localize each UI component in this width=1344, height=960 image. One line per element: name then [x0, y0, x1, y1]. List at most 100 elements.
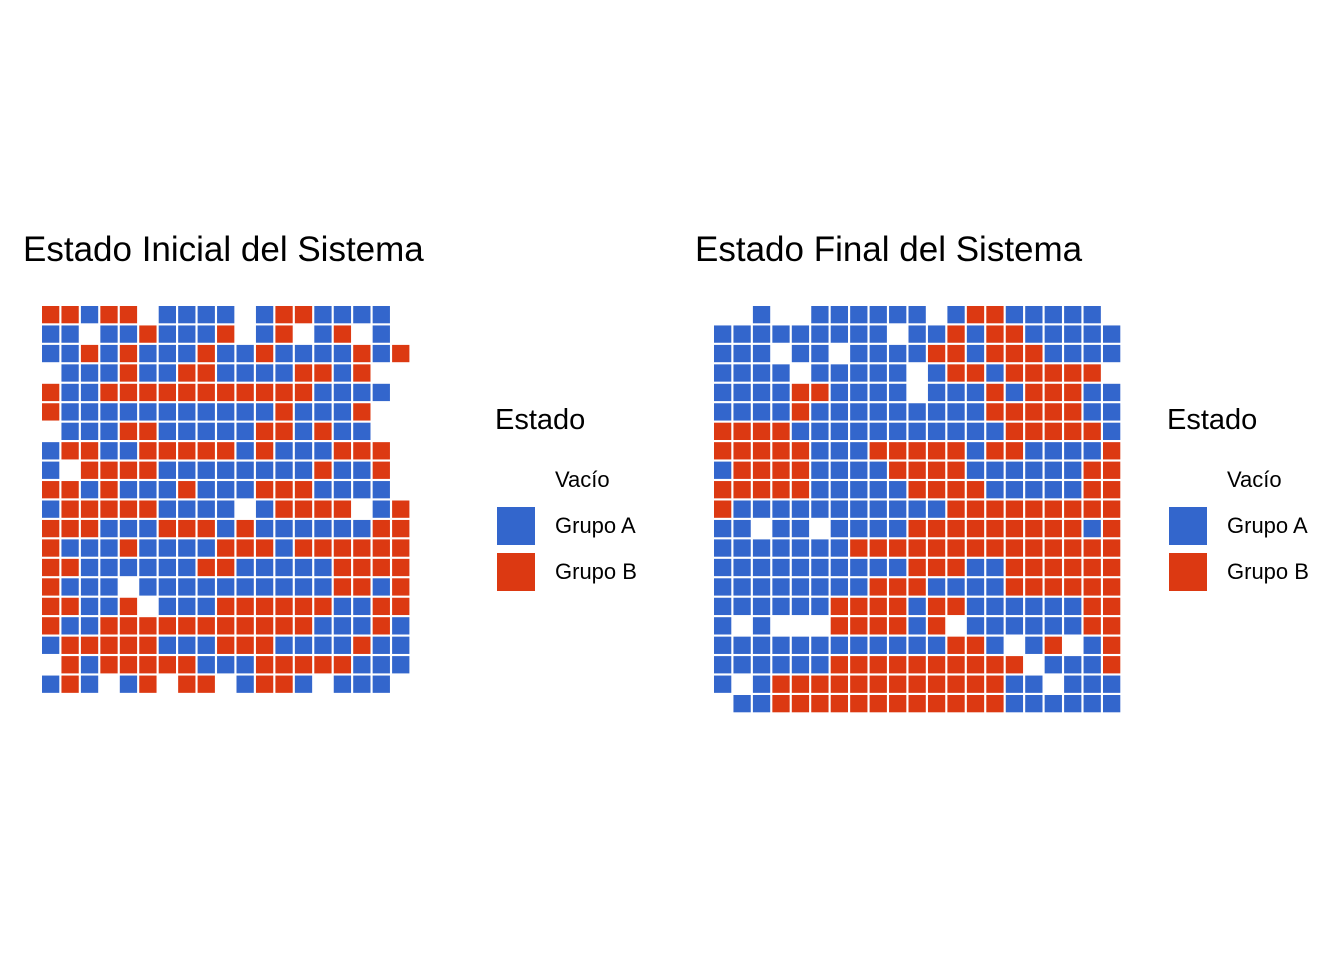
- cell-group-a: [178, 403, 196, 421]
- cell-group-a: [1103, 325, 1121, 343]
- cell-group-a: [197, 461, 215, 479]
- cell-group-a: [139, 578, 157, 596]
- cell-group-b: [1083, 422, 1101, 440]
- cell-group-a: [733, 636, 751, 654]
- cell-group-a: [869, 461, 887, 479]
- cell-group-a: [1025, 481, 1043, 499]
- cell-group-a: [791, 422, 810, 440]
- cell-group-a: [830, 500, 848, 518]
- cell-group-b: [889, 656, 907, 674]
- cell-group-a: [275, 344, 293, 363]
- cell-group-a: [1005, 597, 1024, 616]
- cell-group-a: [966, 578, 985, 596]
- cell-group-a: [966, 597, 985, 616]
- cell-group-b: [850, 617, 868, 635]
- cell-group-a: [139, 344, 157, 363]
- cell-group-a: [61, 364, 79, 382]
- cell-group-a: [1103, 403, 1121, 421]
- cell-group-a: [275, 519, 293, 538]
- cell-group-a: [372, 500, 390, 518]
- cell-group-b: [1083, 558, 1101, 577]
- cell-group-b: [772, 675, 790, 693]
- cell-group-b: [947, 344, 965, 363]
- cell-group-a: [333, 519, 352, 538]
- cell-group-b: [392, 344, 410, 363]
- legend-item-empty: Vacío: [1167, 457, 1282, 503]
- cell-group-b: [139, 422, 157, 440]
- cell-group-a: [1064, 695, 1082, 713]
- cell-group-b: [1103, 461, 1121, 479]
- cell-group-a: [830, 306, 848, 324]
- cell-group-a: [314, 481, 332, 499]
- cell-group-a: [752, 344, 771, 363]
- cell-group-a: [80, 558, 99, 577]
- cell-group-b: [714, 481, 732, 499]
- cell-group-a: [927, 500, 946, 518]
- cell-group-a: [889, 383, 907, 402]
- cell-group-a: [733, 656, 751, 674]
- cell-group-b: [217, 597, 235, 616]
- cell-group-b: [80, 519, 99, 538]
- cell-group-a: [772, 325, 790, 343]
- cell-group-a: [61, 325, 79, 343]
- cell-group-a: [966, 383, 985, 402]
- cell-group-b: [217, 558, 235, 577]
- cell-group-b: [158, 383, 176, 402]
- cell-group-b: [314, 539, 332, 557]
- cell-group-a: [1044, 481, 1062, 499]
- cell-group-a: [752, 656, 771, 674]
- cell-group-a: [772, 500, 790, 518]
- cell-group-a: [889, 364, 907, 382]
- cell-group-b: [1025, 364, 1043, 382]
- cell-group-a: [733, 695, 751, 713]
- cell-group-a: [314, 519, 332, 538]
- cell-group-a: [197, 656, 215, 674]
- cell-group-a: [752, 578, 771, 596]
- cell-group-b: [947, 364, 965, 382]
- cell-group-a: [830, 461, 848, 479]
- cell-group-a: [236, 364, 254, 382]
- cell-group-a: [333, 383, 352, 402]
- cell-group-a: [791, 558, 810, 577]
- cell-group-b: [1064, 539, 1082, 557]
- cell-group-a: [80, 306, 99, 324]
- cell-group-b: [236, 597, 254, 616]
- cell-group-a: [986, 597, 1004, 616]
- cell-group-a: [80, 403, 99, 421]
- cell-group-b: [236, 636, 254, 654]
- cell-group-a: [1044, 306, 1062, 324]
- cell-group-b: [178, 519, 196, 538]
- cell-group-b: [850, 695, 868, 713]
- legend-key-group-b: [497, 553, 535, 591]
- cell-group-b: [1103, 558, 1121, 577]
- cell-group-a: [217, 422, 235, 440]
- cell-group-b: [908, 461, 926, 479]
- cell-group-b: [353, 403, 371, 421]
- cell-group-a: [714, 539, 732, 557]
- cell-group-a: [158, 539, 176, 557]
- cell-group-a: [1083, 325, 1101, 343]
- cell-group-b: [275, 481, 293, 499]
- cell-group-a: [811, 636, 829, 654]
- cell-group-b: [255, 656, 274, 674]
- cell-group-b: [217, 383, 235, 402]
- cell-group-a: [927, 383, 946, 402]
- cell-group-b: [908, 656, 926, 674]
- cell-group-b: [275, 500, 293, 518]
- cell-group-a: [889, 481, 907, 499]
- cell-group-b: [139, 617, 157, 635]
- cell-group-b: [294, 539, 313, 557]
- cell-group-b: [294, 597, 313, 616]
- cell-group-a: [1005, 481, 1024, 499]
- cell-group-b: [42, 617, 60, 635]
- cell-group-a: [217, 461, 235, 479]
- cell-group-a: [830, 442, 848, 460]
- cell-group-a: [811, 364, 829, 382]
- cell-group-b: [236, 539, 254, 557]
- cell-group-a: [791, 597, 810, 616]
- cell-group-a: [294, 558, 313, 577]
- cell-group-b: [1064, 500, 1082, 518]
- cell-group-b: [1005, 539, 1024, 557]
- cell-group-a: [158, 325, 176, 343]
- cell-group-a: [1083, 442, 1101, 460]
